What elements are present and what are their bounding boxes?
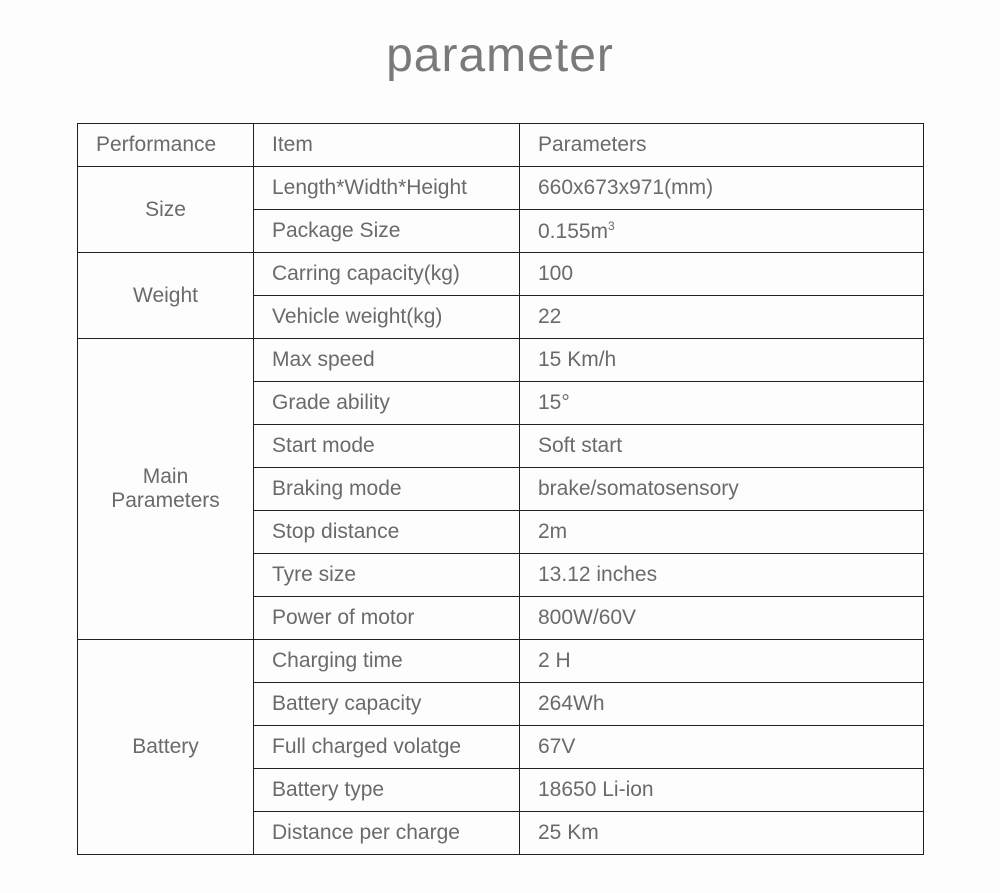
parameter-table-wrap: Performance Item Parameters Size Length*… [77, 123, 923, 855]
item-cell: Battery type [254, 769, 520, 812]
header-performance: Performance [78, 124, 254, 167]
value-cell: 800W/60V [520, 597, 924, 640]
value-cell: 2m [520, 511, 924, 554]
table-row: Battery Charging time 2 H [78, 640, 924, 683]
item-cell: Charging time [254, 640, 520, 683]
table-body: Performance Item Parameters Size Length*… [78, 124, 924, 855]
item-cell: Grade ability [254, 382, 520, 425]
item-cell: Max speed [254, 339, 520, 382]
table-header-row: Performance Item Parameters [78, 124, 924, 167]
item-cell: Stop distance [254, 511, 520, 554]
group-size: Size [78, 167, 254, 253]
value-cell: 0.155m3 [520, 210, 924, 253]
item-cell: Power of motor [254, 597, 520, 640]
value-cell: brake/somatosensory [520, 468, 924, 511]
item-cell: Vehicle weight(kg) [254, 296, 520, 339]
parameter-table: Performance Item Parameters Size Length*… [77, 123, 924, 855]
group-main-parameters: MainParameters [78, 339, 254, 640]
header-item: Item [254, 124, 520, 167]
value-cell: 2 H [520, 640, 924, 683]
group-battery: Battery [78, 640, 254, 855]
value-cell: 25 Km [520, 812, 924, 855]
header-parameters: Parameters [520, 124, 924, 167]
value-cell: 22 [520, 296, 924, 339]
table-row: Size Length*Width*Height 660x673x971(mm) [78, 167, 924, 210]
value-cell: 264Wh [520, 683, 924, 726]
page-title: parameter [0, 0, 1000, 123]
value-cell: 67V [520, 726, 924, 769]
item-cell: Length*Width*Height [254, 167, 520, 210]
item-cell: Start mode [254, 425, 520, 468]
value-cell: 100 [520, 253, 924, 296]
item-cell: Full charged volatge [254, 726, 520, 769]
group-weight: Weight [78, 253, 254, 339]
item-cell: Braking mode [254, 468, 520, 511]
table-row: MainParameters Max speed 15 Km/h [78, 339, 924, 382]
value-cell: Soft start [520, 425, 924, 468]
item-cell: Tyre size [254, 554, 520, 597]
value-cell: 13.12 inches [520, 554, 924, 597]
value-cell: 15° [520, 382, 924, 425]
item-cell: Package Size [254, 210, 520, 253]
item-cell: Carring capacity(kg) [254, 253, 520, 296]
value-cell: 18650 Li-ion [520, 769, 924, 812]
value-cell: 660x673x971(mm) [520, 167, 924, 210]
table-row: Weight Carring capacity(kg) 100 [78, 253, 924, 296]
item-cell: Distance per charge [254, 812, 520, 855]
item-cell: Battery capacity [254, 683, 520, 726]
value-cell: 15 Km/h [520, 339, 924, 382]
